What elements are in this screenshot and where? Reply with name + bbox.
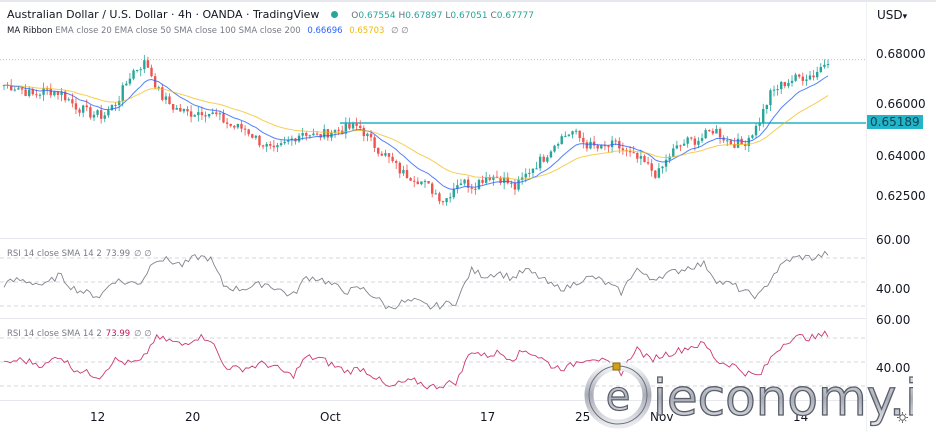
rsi-axis-label: 60.00 — [876, 233, 911, 247]
ohlc-values: O0.67554 H0.67897 L0.67051 C0.67777 — [351, 11, 534, 21]
symbol-title[interactable]: Australian Dollar / U.S. Dollar · 4h · O… — [7, 8, 320, 21]
time-label: 17 — [480, 410, 496, 424]
currency-selector[interactable]: USD▾ — [877, 8, 908, 22]
pane-separator[interactable] — [0, 238, 866, 239]
rsi-legend-2[interactable]: RSI 14 close SMA 14 2 73.99 ∅ ∅ — [7, 329, 152, 339]
rsi-axis-label: 40.00 — [876, 361, 911, 375]
time-axis-border — [0, 400, 866, 401]
time-label: 20 — [185, 410, 201, 424]
watermark-logo: e ieconomy.io — [583, 360, 936, 434]
ieconomy-logo-icon: e ieconomy.io — [584, 361, 936, 429]
price-axis[interactable] — [866, 2, 936, 432]
market-status-icon — [331, 11, 339, 18]
symbol-legend[interactable]: Australian Dollar / U.S. Dollar · 4h · O… — [7, 8, 534, 21]
price-label: 0.66000 — [876, 97, 926, 111]
horizontal-line-price-badge[interactable]: 0.65189 — [867, 115, 923, 129]
time-label: Oct — [320, 410, 341, 424]
pane-separator[interactable] — [0, 318, 866, 319]
time-label: 12 — [90, 410, 106, 424]
price-label: 0.64000 — [876, 149, 926, 163]
settings-gear-icon[interactable] — [897, 412, 908, 423]
price-label: 0.62500 — [876, 189, 926, 203]
time-label: Nov — [650, 410, 674, 424]
rsi-axis-label: 40.00 — [876, 282, 911, 296]
indicator-legend-ma-ribbon[interactable]: MA Ribbon EMA close 20 EMA close 50 SMA … — [7, 26, 409, 36]
main-chart[interactable] — [0, 2, 866, 400]
svg-text:ieconomy.io: ieconomy.io — [653, 369, 913, 427]
time-label: 14 — [793, 410, 809, 424]
time-label: 25 — [575, 410, 591, 424]
rsi-legend-1[interactable]: RSI 14 close SMA 14 2 73.99 ∅ ∅ — [7, 249, 152, 259]
price-label: 0.68000 — [876, 47, 926, 61]
rsi-axis-label: 60.00 — [876, 313, 911, 327]
price-chart-canvas[interactable] — [0, 2, 866, 400]
svg-text:e: e — [606, 374, 631, 420]
